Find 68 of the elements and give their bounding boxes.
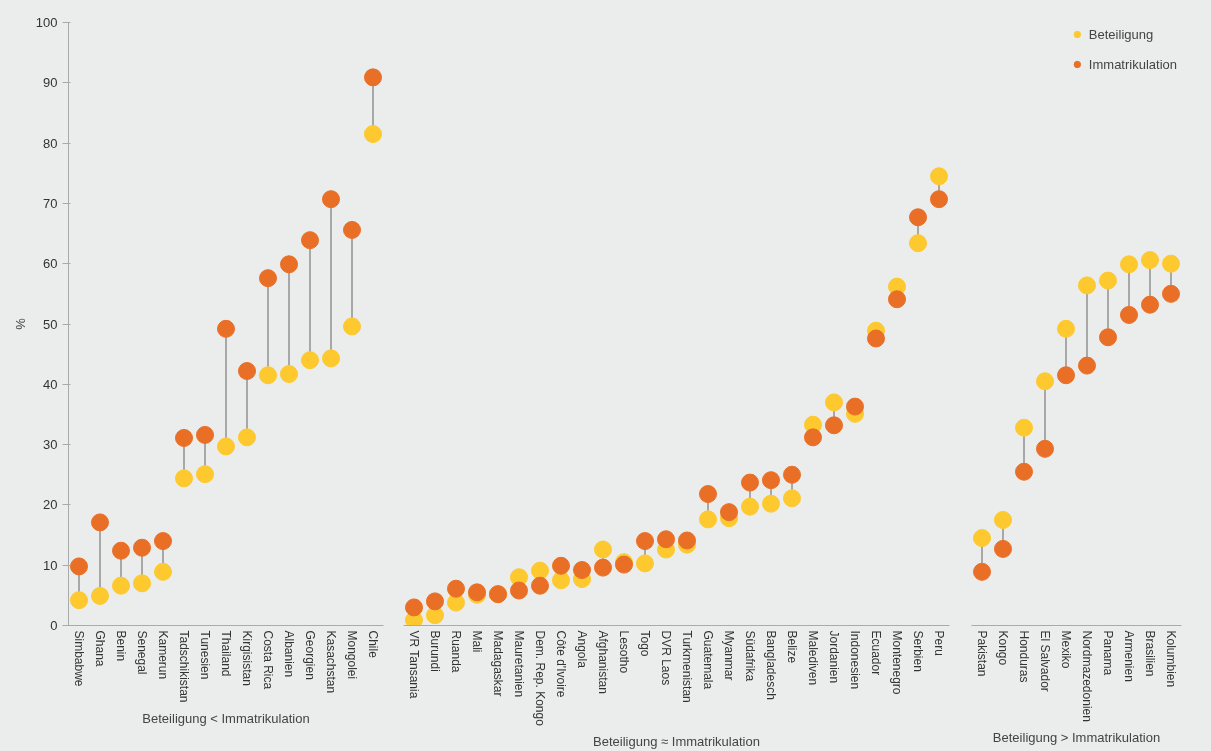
x-tick-label: Panama <box>1101 630 1115 676</box>
x-tick-label: Thailand <box>219 630 233 677</box>
legend-label: Beteiligung <box>1088 26 1154 42</box>
x-tick-label: Madagaskar <box>491 630 505 697</box>
x-tick-label: Burundi <box>428 630 442 672</box>
x-tick-label: DVR Laos <box>659 630 673 686</box>
x-tick-label: Ghana <box>93 630 107 667</box>
x-tick-label: Serbien <box>911 630 925 672</box>
y-tick-label: 90 <box>43 75 58 91</box>
x-tick-label: VR Tansania <box>407 630 421 699</box>
x-tick-label: Mongolei <box>345 630 359 680</box>
x-tick-label: Kamerun <box>156 630 170 680</box>
legend-label: Immatrikulation <box>1088 56 1177 72</box>
y-tick-label: 80 <box>43 135 58 151</box>
x-axis-title: Beteiligung ≈ Immatrikulation <box>593 733 760 749</box>
x-tick-label: Kirgisistan <box>240 630 254 686</box>
y-tick-label: 10 <box>43 557 58 573</box>
x-tick-label: Côte d'Ivoire <box>554 630 568 698</box>
y-tick-label: 30 <box>43 437 58 453</box>
x-tick-label: Indonesien <box>848 630 862 690</box>
x-tick-label: Pakistan <box>975 630 989 677</box>
x-tick-label: Lesotho <box>617 630 631 674</box>
x-tick-label: Costa Rica <box>261 630 275 690</box>
x-tick-label: Simbabwe <box>72 630 86 687</box>
x-tick-label: Peru <box>932 630 946 656</box>
y-tick-label: 100 <box>35 15 58 30</box>
x-tick-label: Kolumbien <box>1164 630 1178 688</box>
x-tick-label: Turkmenistan <box>680 630 694 703</box>
x-tick-label: Belize <box>785 630 799 664</box>
x-tick-label: Brasilien <box>1143 630 1157 677</box>
x-tick-label: Jordanien <box>827 630 841 684</box>
x-tick-label: Tunesien <box>198 630 212 680</box>
x-tick-label: Tadschikistan <box>177 630 191 703</box>
x-tick-label: Mexiko <box>1059 630 1073 669</box>
x-tick-label: Angola <box>575 630 589 669</box>
x-tick-label: Nordmazedonien <box>1080 630 1094 722</box>
x-tick-label: Chile <box>366 630 380 659</box>
x-tick-label: Kongo <box>996 630 1010 666</box>
x-tick-label: Ruanda <box>449 630 463 673</box>
x-tick-label: Malediven <box>806 630 820 686</box>
x-tick-label: Kasachstan <box>324 630 338 694</box>
x-tick-label: Senegal <box>135 630 149 675</box>
x-tick-label: Armenien <box>1122 630 1136 682</box>
x-tick-label: Albanien <box>282 630 296 678</box>
x-tick-label: Ecuador <box>869 630 883 676</box>
x-axis-title: Beteiligung > Immatrikulation <box>992 729 1161 745</box>
y-axis-title: % <box>12 317 28 330</box>
x-tick-label: Afghanistan <box>596 630 610 694</box>
x-tick-label: Togo <box>638 630 652 657</box>
x-tick-label: Honduras <box>1017 630 1031 683</box>
y-tick-label: 50 <box>43 316 58 332</box>
y-tick-label: 0 <box>50 618 58 633</box>
y-tick-label: 40 <box>43 376 58 392</box>
x-tick-label: Dem. Rep. Kongo <box>533 630 547 727</box>
x-tick-label: Myanmar <box>722 630 736 681</box>
x-tick-label: Mali <box>470 630 484 653</box>
x-tick-label: Benin <box>114 630 128 662</box>
x-tick-label: Guatemala <box>701 630 715 690</box>
x-tick-label: Südafrika <box>743 630 757 682</box>
x-tick-label: Georgien <box>303 630 317 680</box>
x-tick-label: Mauretanien <box>512 630 526 698</box>
x-tick-label: Bangladesch <box>764 630 778 700</box>
x-tick-label: Montenegro <box>890 630 904 695</box>
y-tick-label: 60 <box>43 256 58 272</box>
x-axis-title: Beteiligung < Immatrikulation <box>142 710 310 726</box>
x-tick-label: El Salvador <box>1038 630 1052 692</box>
y-tick-label: 20 <box>43 497 58 513</box>
y-tick-label: 70 <box>43 195 58 211</box>
